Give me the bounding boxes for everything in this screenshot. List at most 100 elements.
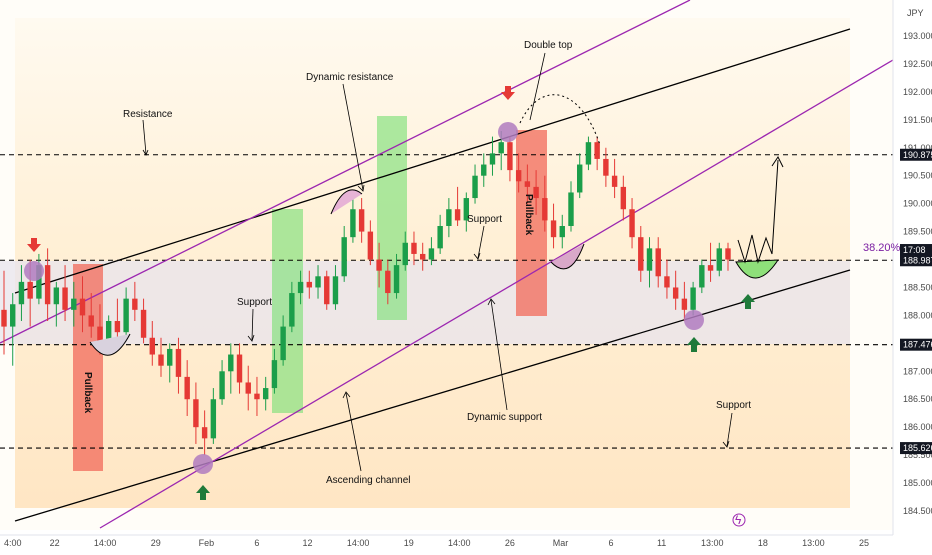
x-tick-label: 29 xyxy=(151,538,161,548)
candle-body xyxy=(472,175,478,199)
candle-body xyxy=(419,253,426,260)
candle-body xyxy=(201,427,208,439)
candle-body xyxy=(646,248,653,271)
candle-body xyxy=(332,276,339,305)
y-tick-label: 189.500 xyxy=(903,227,932,237)
candle-body xyxy=(210,399,217,439)
candle-body xyxy=(132,298,138,310)
x-tick-label: 11 xyxy=(657,538,666,548)
candle-body xyxy=(105,321,112,344)
channel-lower-line xyxy=(14,269,851,522)
label-pullback-2: Pullback xyxy=(523,194,534,236)
candle-body xyxy=(446,209,452,226)
candle-body xyxy=(611,175,618,187)
y-tick-label: 184.500 xyxy=(903,506,932,516)
label-resistance: Resistance xyxy=(123,109,173,120)
x-tick-label: 14:00 xyxy=(94,538,117,548)
label-double-top: Double top xyxy=(524,40,573,51)
price-tag-box xyxy=(900,244,932,257)
x-tick-label: 14:00 xyxy=(347,538,370,548)
dynamic-resistance-line xyxy=(0,0,691,344)
price-tag-box xyxy=(900,254,932,267)
channel-upper-line xyxy=(14,28,851,294)
candle-body xyxy=(638,237,644,271)
candle-body xyxy=(481,164,487,176)
candle-body xyxy=(114,321,121,333)
retest-curve xyxy=(735,259,779,279)
candle-body xyxy=(341,237,347,277)
candle-body xyxy=(262,388,269,400)
flash-icon[interactable]: ϟ xyxy=(735,513,742,527)
candle-body xyxy=(184,376,190,400)
candle-body xyxy=(27,281,33,299)
y-tick-label: 193.000 xyxy=(903,31,932,41)
x-tick-label: 18 xyxy=(758,538,768,548)
x-tick-label: 4:00 xyxy=(4,538,22,548)
candle-body xyxy=(350,209,356,238)
arrow-up-icon xyxy=(196,485,210,500)
candle-body xyxy=(507,142,513,171)
y-tick-label: 185.500 xyxy=(903,450,932,460)
candle-body xyxy=(568,192,574,226)
label-ascending-channel: Ascending channel xyxy=(326,475,411,486)
candle-body xyxy=(524,181,531,187)
candle-body xyxy=(498,142,504,154)
candle-body xyxy=(254,393,260,400)
x-tick-label: 14:00 xyxy=(448,538,471,548)
y-tick-label: 191.000 xyxy=(903,143,932,153)
x-tick-label: 25 xyxy=(859,538,869,548)
projected-arrow-head xyxy=(771,156,784,168)
x-tick-label: Feb xyxy=(199,538,215,548)
flash-icon-ring xyxy=(732,513,746,527)
touch-circle-2 xyxy=(193,454,213,474)
candle-body xyxy=(88,315,94,327)
candle-body xyxy=(324,276,330,305)
y-tick-label: 187.000 xyxy=(903,366,932,376)
candle-body xyxy=(385,270,391,294)
candle-body xyxy=(289,293,295,327)
candle-body xyxy=(358,209,365,232)
candle-body xyxy=(550,220,557,238)
x-tick-label: Mar xyxy=(553,538,569,548)
x-tick-label: 13:00 xyxy=(802,538,825,548)
arrow-up-icon xyxy=(687,337,701,352)
candle-body xyxy=(672,287,679,299)
candle-body xyxy=(655,248,661,277)
candle-body xyxy=(367,231,374,260)
y-tick-label: 188.000 xyxy=(903,310,932,320)
candle-body xyxy=(236,354,243,383)
candle-body xyxy=(664,276,670,288)
candle-body xyxy=(140,309,147,338)
candle-body xyxy=(280,326,286,361)
candle-body xyxy=(463,198,470,221)
candle-body xyxy=(402,242,408,266)
level-lines xyxy=(0,154,893,449)
y-tick-label: 191.500 xyxy=(903,115,932,125)
candle-body xyxy=(681,298,688,310)
candle-body xyxy=(594,142,600,159)
candle-body xyxy=(36,265,42,299)
price-tag-label: 190.875 xyxy=(903,150,932,160)
fib-level-label: 38.20% xyxy=(863,242,901,254)
y-tick-label: 185.000 xyxy=(903,478,932,488)
candle-body xyxy=(297,281,304,294)
candle-body xyxy=(533,186,539,199)
pullback-zone-1 xyxy=(73,264,103,471)
x-tick-label: 13:00 xyxy=(701,538,724,548)
candle-body xyxy=(228,354,234,372)
impulse-zone-2 xyxy=(377,116,407,320)
pullback-curve-1 xyxy=(89,333,131,356)
x-axis-ticks: 4:00 22 14:00 29 Feb 6 12 14:00 19 14:00 26 Mar 6 11 1… xyxy=(4,538,869,548)
price-tag-box xyxy=(900,338,932,351)
candle-body xyxy=(428,248,435,260)
resistance-touch-curve xyxy=(330,189,363,215)
candle-body xyxy=(245,382,251,394)
candle-body xyxy=(158,354,164,366)
candle-body xyxy=(707,265,714,271)
impulse-zone-1 xyxy=(272,209,303,413)
x-tick-label: 26 xyxy=(505,538,515,548)
candle-body xyxy=(193,399,199,428)
x-tick-label: 19 xyxy=(404,538,414,548)
